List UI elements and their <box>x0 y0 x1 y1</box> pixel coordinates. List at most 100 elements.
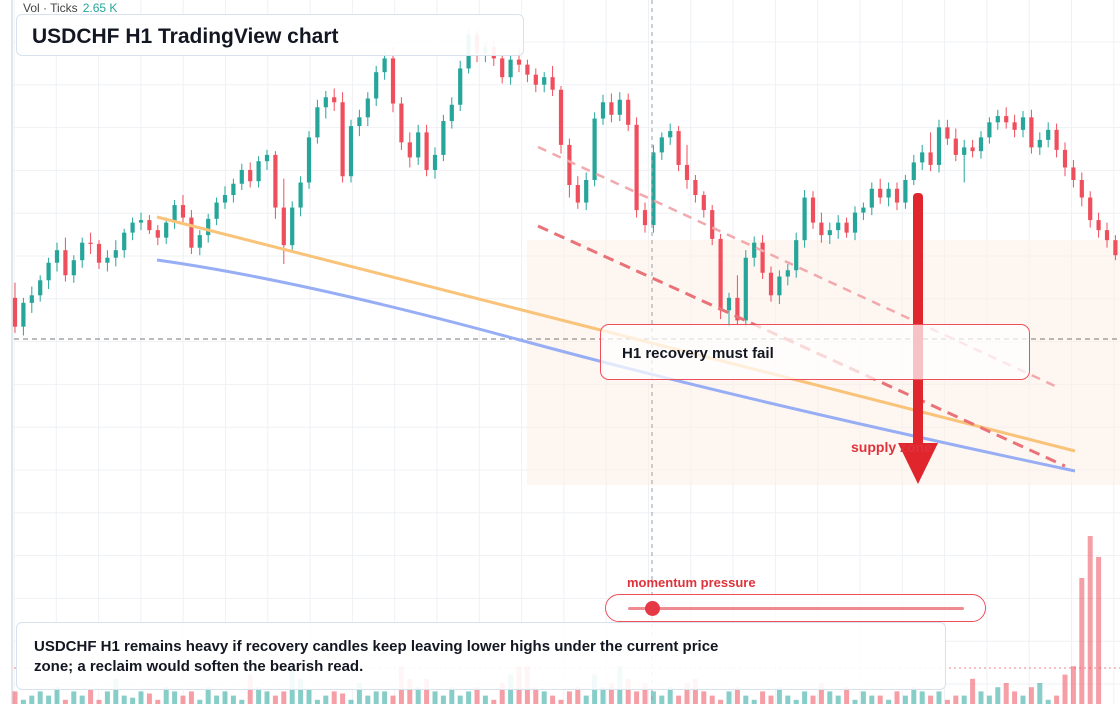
candle <box>668 123 673 145</box>
candle-body <box>155 230 160 238</box>
volume-bar <box>264 691 270 704</box>
volume-bar <box>432 691 438 704</box>
volume-bar <box>331 691 337 704</box>
volume-bar <box>1012 691 1018 704</box>
candle <box>147 215 152 234</box>
candle-body <box>852 212 858 233</box>
candle-body <box>911 162 916 180</box>
candle <box>1037 132 1042 155</box>
candle-body <box>592 118 597 180</box>
volume-bar <box>62 699 68 704</box>
candle <box>920 144 925 170</box>
candle-body <box>1046 129 1051 140</box>
candle-body <box>138 220 144 223</box>
candle <box>794 232 799 278</box>
candle <box>21 297 26 336</box>
candle <box>130 217 135 241</box>
candle-body <box>365 98 370 118</box>
candle-body <box>231 183 236 196</box>
volume-bar <box>482 695 488 704</box>
candle-body <box>1071 167 1076 180</box>
candle <box>113 240 118 267</box>
volume-bar <box>382 691 388 704</box>
volume-bar <box>415 687 421 704</box>
volume-bar <box>1020 695 1026 704</box>
volume-bar <box>810 695 816 704</box>
candle-body <box>995 116 1000 123</box>
candle-body <box>693 179 698 196</box>
candle <box>71 255 76 283</box>
candle <box>105 250 110 272</box>
volume-bar <box>608 683 614 704</box>
volume-bar <box>894 691 900 704</box>
chart-title-box: USDCHF H1 TradingView chart <box>16 14 524 56</box>
candle <box>1046 122 1051 148</box>
candle <box>38 275 43 302</box>
candle-body <box>399 103 404 143</box>
candle <box>374 65 379 107</box>
candle-body <box>928 152 933 165</box>
candle <box>239 163 244 191</box>
candle-body <box>768 272 774 296</box>
candle-body <box>542 77 547 85</box>
supply-zone-label: supply zone <box>851 439 932 455</box>
volume-bar <box>785 695 791 704</box>
volume-bar <box>802 691 808 704</box>
candle <box>29 286 34 313</box>
candle-body <box>777 276 782 296</box>
candle-body <box>861 207 866 213</box>
volume-bar <box>726 691 732 704</box>
volume-bar <box>1079 578 1085 704</box>
momentum-track[interactable] <box>628 607 964 610</box>
candle <box>542 72 547 93</box>
volume-bar <box>323 695 329 704</box>
momentum-pressure-slider[interactable] <box>605 594 986 622</box>
volume-bar <box>46 695 52 704</box>
trendline-blue[interactable] <box>156 258 1076 473</box>
candle <box>894 182 900 211</box>
candle-body <box>323 97 328 108</box>
volume-bar <box>760 691 766 704</box>
candle-body <box>80 242 85 261</box>
candle-body <box>390 58 396 104</box>
volume-bar <box>71 691 77 704</box>
volume-bar <box>130 697 136 704</box>
candle <box>348 119 354 183</box>
candle-body <box>978 137 984 152</box>
candle-body <box>206 218 211 236</box>
volume-bar <box>743 695 749 704</box>
recovery-callout-text: H1 recovery must fail <box>622 345 774 362</box>
candle <box>197 230 202 256</box>
volume-bar <box>659 695 665 704</box>
candle-body <box>1029 117 1034 148</box>
volume-bar <box>457 695 463 704</box>
candle <box>810 191 816 229</box>
summary-text: USDCHF H1 remains heavy if recovery cand… <box>34 638 719 675</box>
volume-bar <box>550 695 556 704</box>
candle <box>432 147 438 179</box>
candle <box>567 138 572 198</box>
candle <box>407 132 412 168</box>
candle-body <box>886 188 891 198</box>
candle <box>777 270 782 305</box>
candle-body <box>827 230 832 236</box>
volume-bar <box>373 691 379 704</box>
candle <box>911 154 916 185</box>
candle <box>264 149 270 170</box>
volume-bar <box>1062 674 1068 704</box>
candlestick-series <box>12 28 1118 336</box>
momentum-slider-thumb[interactable] <box>644 601 660 616</box>
candle <box>768 266 774 302</box>
candle-body <box>458 68 463 105</box>
candle <box>970 139 975 158</box>
candle <box>63 237 68 282</box>
volume-bar <box>533 687 539 704</box>
volume-bar <box>88 689 94 704</box>
candle-body <box>1004 116 1009 123</box>
candle-body <box>256 161 261 182</box>
recovery-callout[interactable]: H1 recovery must fail <box>600 324 1030 380</box>
candle <box>458 60 463 112</box>
volume-bar <box>340 693 346 704</box>
volume-bar <box>474 687 480 704</box>
candle-body <box>962 147 967 155</box>
